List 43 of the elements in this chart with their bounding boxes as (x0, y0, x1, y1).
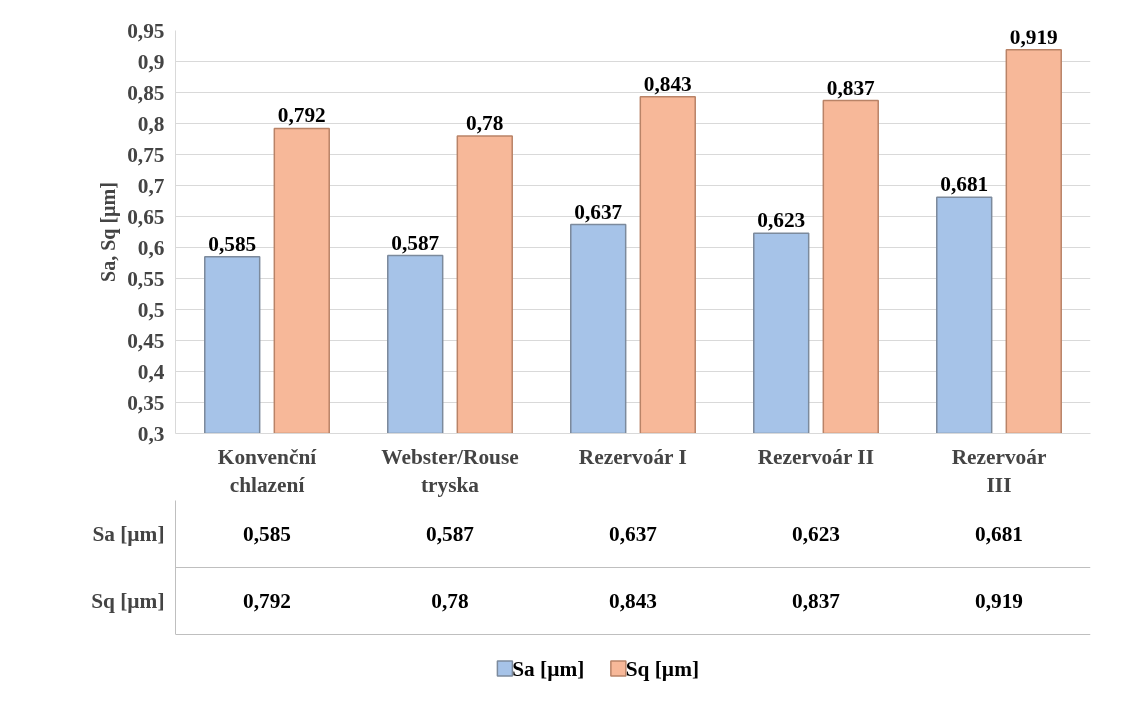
data-label: 0,78 (431, 589, 469, 614)
x-tick-label: Rezervoár III (951, 444, 1047, 498)
text: Sa [µm] (92, 522, 165, 547)
x-tick-label: Rezervoár I (578, 444, 687, 469)
data-label: 0,681 (975, 522, 1024, 547)
y-tick-label: 0,7 (137, 173, 165, 198)
text: 0,623 (757, 208, 806, 233)
data-label: 0,637 (609, 522, 658, 547)
text: 0,837 (826, 75, 875, 100)
data-label: 0,623 (792, 522, 841, 547)
y-tick-label: 0,6 (137, 235, 165, 260)
x-tick-label: Konvenční chlazení (217, 444, 318, 498)
y-tick-label: 0,8 (137, 111, 165, 136)
y-tick-label: 0,9 (137, 49, 165, 74)
data-label: 0,919 (975, 589, 1024, 614)
data-label: 0,587 (426, 522, 475, 547)
legend-label: Sq [µm] (625, 656, 700, 681)
y-axis-title: Sa, Sq [µm] (97, 182, 121, 282)
text: 0,78 (466, 110, 504, 135)
y-tick-label: 0,65 (127, 204, 165, 229)
y-tick-label: 0,55 (127, 266, 165, 291)
text: 0,843 (643, 71, 692, 96)
x-tick-label: Webster/Rouse tryska (381, 444, 519, 498)
text: 0,792 (277, 103, 326, 128)
data-label: 0,585 (243, 522, 292, 547)
y-tick-label: 0,45 (127, 328, 165, 353)
data-label: 0,843 (609, 589, 658, 614)
y-tick-label: 0,75 (127, 142, 165, 167)
y-tick-label: 0,95 (127, 18, 165, 43)
x-tick-label: Rezervoár II (757, 444, 874, 469)
text: 0,681 (940, 172, 989, 197)
legend-label: Sa [µm] (512, 656, 585, 681)
y-tick-label: 0,5 (137, 297, 165, 322)
data-label: 0,837 (792, 589, 841, 614)
text: 0,585 (208, 231, 257, 256)
text: Sq [µm] (91, 589, 165, 614)
y-tick-label: 0,4 (137, 359, 165, 384)
y-tick-label: 0,35 (127, 390, 165, 415)
text: 0,637 (574, 199, 623, 224)
y-tick-label: 0,3 (137, 421, 165, 446)
y-tick-label: 0,85 (127, 80, 165, 105)
data-label: 0,792 (243, 589, 292, 614)
text: 0,587 (391, 230, 440, 255)
